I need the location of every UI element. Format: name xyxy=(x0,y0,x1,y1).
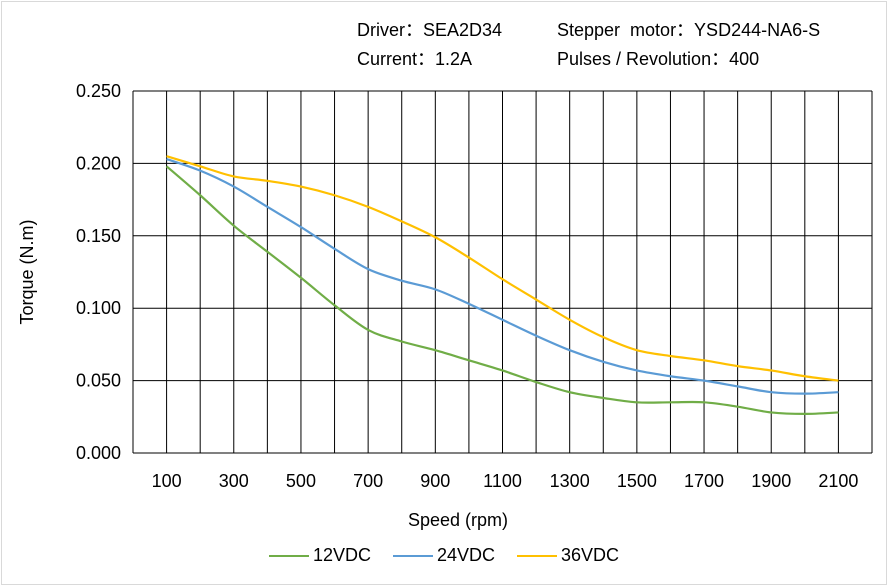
x-tick-label: 700 xyxy=(353,471,383,491)
x-tick-label: 1500 xyxy=(617,471,657,491)
y-tick-label: 0.250 xyxy=(76,81,121,101)
y-axis-label: Torque (N.m) xyxy=(17,219,37,324)
legend-label: 24VDC xyxy=(436,545,496,565)
driver-label: Driver：SEA2D34 xyxy=(357,20,503,40)
motor-label: Stepper motor：YSD244-NA6-S xyxy=(557,20,821,40)
legend-item-36vdc: 36VDC xyxy=(517,545,619,566)
series-line-24vdc xyxy=(166,158,839,395)
series-line-12vdc xyxy=(165,165,839,416)
y-tick-label: 0.000 xyxy=(76,443,121,463)
x-tick-label: 500 xyxy=(286,471,316,491)
y-tick-label: 0.150 xyxy=(76,226,121,246)
legend-label: 12VDC xyxy=(312,545,371,565)
legend-label: 36VDC xyxy=(561,545,620,565)
x-tick-label: 300 xyxy=(219,471,249,491)
current-label: Current：1.2A xyxy=(357,49,473,69)
x-tick-label: 2100 xyxy=(818,471,858,491)
pulses-label: Pulses / Revolution：400 xyxy=(557,49,760,69)
x-tick-label: 1700 xyxy=(684,471,724,491)
x-tick-label: 1300 xyxy=(550,471,590,491)
legend-item-24vdc: 24VDC xyxy=(392,545,496,566)
legend-item-12vdc: 12VDC xyxy=(268,545,371,566)
y-tick-label: 0.100 xyxy=(76,298,121,318)
legend-swatch xyxy=(517,554,558,557)
legend: 12VDC 24VDC 36VDC xyxy=(0,545,888,566)
x-tick-label: 1100 xyxy=(483,471,522,491)
y-tick-label: 0.050 xyxy=(76,371,121,391)
x-tick-label: 900 xyxy=(420,471,450,491)
y-tick-label: 0.200 xyxy=(76,153,121,173)
series-line-36vdc xyxy=(166,155,839,382)
x-tick-label: 100 xyxy=(152,471,182,491)
x-axis-label: Speed (rpm) xyxy=(408,510,508,530)
legend-swatch xyxy=(268,554,309,557)
legend-swatch xyxy=(392,554,433,557)
x-tick-label: 1900 xyxy=(751,471,791,491)
